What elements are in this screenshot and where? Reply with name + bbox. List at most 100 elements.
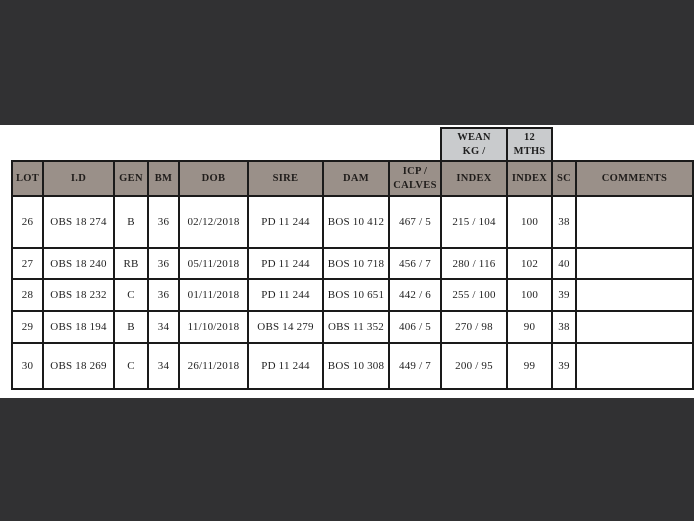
spacer-cell bbox=[248, 128, 323, 161]
table-cell-index-wean: 200 / 95 bbox=[440, 342, 508, 390]
column-header-line: BM bbox=[154, 172, 173, 184]
column-header-bm: BM bbox=[147, 160, 180, 197]
table-cell-id: OBS 18 274 bbox=[42, 195, 115, 249]
table-cell-dam: BOS 10 412 bbox=[322, 195, 390, 249]
table-cell-sc: 39 bbox=[551, 342, 577, 390]
spacer-cell bbox=[114, 128, 148, 161]
super-header-line: MTHS bbox=[513, 145, 546, 157]
header-row: LOT I.D GEN BM DOB SIRE DAM ICP / CALVES INDEX IND… bbox=[11, 160, 694, 197]
table-cell-comments bbox=[575, 195, 694, 249]
column-header-line: INDEX bbox=[456, 172, 492, 184]
table-cell-lot: 30 bbox=[11, 342, 44, 390]
table-cell-sire: PD 11 244 bbox=[247, 342, 324, 390]
column-header-line: CALVES bbox=[393, 179, 437, 191]
table-cell-lot: 26 bbox=[11, 195, 44, 249]
column-header-line: SIRE bbox=[272, 172, 299, 184]
table-cell-index-wean: 255 / 100 bbox=[440, 278, 508, 312]
table-cell-dob: 11/10/2018 bbox=[178, 310, 249, 344]
table-cell-gen: RB bbox=[113, 247, 149, 280]
table-cell-comments bbox=[575, 247, 694, 280]
table-cell-dam: BOS 10 718 bbox=[322, 247, 390, 280]
table-cell-sire: PD 11 244 bbox=[247, 278, 324, 312]
column-header-comments: COMMENTS bbox=[575, 160, 694, 197]
table-cell-icp-calves: 442 / 6 bbox=[388, 278, 442, 312]
column-header-line: DOB bbox=[201, 172, 226, 184]
table-cell-sc: 38 bbox=[551, 310, 577, 344]
table-row: 28 OBS 18 232 C 36 01/11/2018 PD 11 244 BOS 10… bbox=[11, 278, 694, 312]
bottom-letterbox bbox=[0, 398, 694, 521]
column-header-line: SC bbox=[556, 172, 572, 184]
column-header-lot: LOT bbox=[11, 160, 44, 197]
table-row: 26 OBS 18 274 B 36 02/12/2018 PD 11 244 BOS 10… bbox=[11, 195, 694, 249]
table-cell-dob: 01/11/2018 bbox=[178, 278, 249, 312]
table-cell-bm: 34 bbox=[147, 342, 180, 390]
table-cell-sire: OBS 14 279 bbox=[247, 310, 324, 344]
column-header-sc: SC bbox=[551, 160, 577, 197]
table-cell-comments bbox=[575, 342, 694, 390]
table-cell-icp-calves: 456 / 7 bbox=[388, 247, 442, 280]
table-cell-sc: 38 bbox=[551, 195, 577, 249]
table-cell-dob: 02/12/2018 bbox=[178, 195, 249, 249]
spacer-cell bbox=[43, 128, 114, 161]
super-header-row: WEAN KG /12 MTHS bbox=[12, 127, 693, 162]
spacer-cell bbox=[179, 128, 248, 161]
table-cell-icp-calves: 406 / 5 bbox=[388, 310, 442, 344]
table-cell-index-12mths: 99 bbox=[506, 342, 553, 390]
spacer-cell bbox=[576, 128, 693, 161]
wean-kg-super-header: WEAN KG / bbox=[440, 127, 508, 162]
table-cell-index-12mths: 102 bbox=[506, 247, 553, 280]
catalogue-page: WEAN KG /12 MTHS LOT I.D GEN BM DOB SIRE DAM ICP … bbox=[11, 127, 694, 390]
column-header-line: LOT bbox=[15, 172, 40, 184]
table-cell-dam: BOS 10 651 bbox=[322, 278, 390, 312]
table-cell-comments bbox=[575, 310, 694, 344]
column-header-dam: DAM bbox=[322, 160, 390, 197]
table-cell-index-wean: 270 / 98 bbox=[440, 310, 508, 344]
lot-table-body: 26 OBS 18 274 B 36 02/12/2018 PD 11 244 BOS 10… bbox=[11, 195, 694, 390]
table-cell-sc: 40 bbox=[551, 247, 577, 280]
table-cell-index-12mths: 90 bbox=[506, 310, 553, 344]
spacer-cell bbox=[552, 128, 576, 161]
spacer-cell bbox=[323, 128, 389, 161]
table-cell-index-wean: 280 / 116 bbox=[440, 247, 508, 280]
table-cell-icp-calves: 467 / 5 bbox=[388, 195, 442, 249]
table-cell-id: OBS 18 240 bbox=[42, 247, 115, 280]
column-header-line: ICP / bbox=[402, 166, 428, 178]
column-header-id: I.D bbox=[42, 160, 115, 197]
table-cell-bm: 36 bbox=[147, 278, 180, 312]
lot-table-head: WEAN KG /12 MTHS LOT I.D GEN BM DOB SIRE DAM ICP … bbox=[11, 127, 694, 197]
column-header-line: I.D bbox=[70, 172, 87, 184]
table-cell-dob: 26/11/2018 bbox=[178, 342, 249, 390]
table-cell-index-12mths: 100 bbox=[506, 195, 553, 249]
table-cell-id: OBS 18 269 bbox=[42, 342, 115, 390]
column-header-line: DAM bbox=[343, 172, 369, 184]
table-cell-sire: PD 11 244 bbox=[247, 247, 324, 280]
column-header-sire: SIRE bbox=[247, 160, 324, 197]
table-cell-comments bbox=[575, 278, 694, 312]
super-header-line: KG / bbox=[462, 145, 486, 157]
table-row: 30 OBS 18 269 C 34 26/11/2018 PD 11 244 BOS 10… bbox=[11, 342, 694, 390]
table-cell-sc: 39 bbox=[551, 278, 577, 312]
table-cell-index-12mths: 100 bbox=[506, 278, 553, 312]
spacer-cell bbox=[148, 128, 179, 161]
table-cell-lot: 27 bbox=[11, 247, 44, 280]
column-header-line: GEN bbox=[119, 172, 143, 184]
table-cell-lot: 29 bbox=[11, 310, 44, 344]
table-cell-id: OBS 18 232 bbox=[42, 278, 115, 312]
table-cell-id: OBS 18 194 bbox=[42, 310, 115, 344]
super-header-line: 12 bbox=[524, 132, 535, 144]
super-header-line: WEAN bbox=[457, 132, 491, 144]
column-header-icp-calves: ICP / CALVES bbox=[388, 160, 442, 197]
table-cell-dam: OBS 11 352 bbox=[322, 310, 390, 344]
12-mths-super-header: 12 MTHS bbox=[506, 127, 553, 162]
column-header-dob: DOB bbox=[178, 160, 249, 197]
table-cell-dob: 05/11/2018 bbox=[178, 247, 249, 280]
table-row: 27 OBS 18 240 RB 36 05/11/2018 PD 11 244 BOS 1… bbox=[11, 247, 694, 280]
table-cell-dam: BOS 10 308 bbox=[322, 342, 390, 390]
table-cell-lot: 28 bbox=[11, 278, 44, 312]
table-cell-gen: C bbox=[113, 342, 149, 390]
column-header-line: INDEX bbox=[511, 172, 548, 184]
table-cell-gen: B bbox=[113, 310, 149, 344]
table-cell-sire: PD 11 244 bbox=[247, 195, 324, 249]
column-header-gen: GEN bbox=[113, 160, 149, 197]
table-cell-bm: 36 bbox=[147, 195, 180, 249]
